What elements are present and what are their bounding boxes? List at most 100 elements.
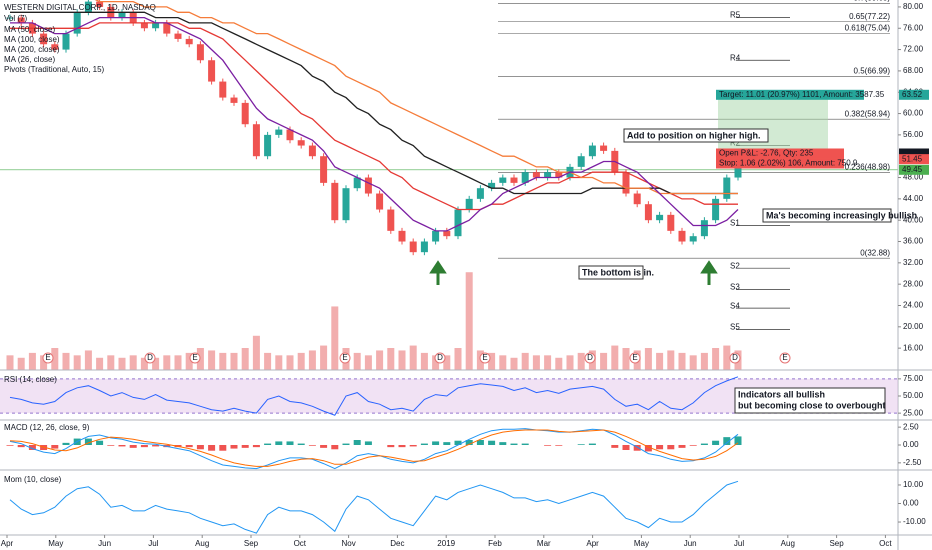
histogram-bar <box>118 445 126 447</box>
histogram-bar <box>443 442 451 445</box>
histogram-bar <box>252 445 260 448</box>
y-tick-label: 16.00 <box>903 343 924 352</box>
histogram-bar <box>308 445 316 446</box>
y-tick-label: 50.00 <box>903 391 924 400</box>
x-tick-label: Oct <box>879 539 892 548</box>
y-tick-label: 72.00 <box>903 45 924 54</box>
annotation-box <box>578 265 644 280</box>
volume-bar <box>62 352 70 370</box>
volume-bar <box>387 348 395 370</box>
volume-bar <box>241 348 249 370</box>
candle <box>476 188 484 199</box>
histogram-bar <box>17 445 25 448</box>
fib-label: 0.5(66.99) <box>854 66 891 75</box>
candle <box>152 22 160 29</box>
volume-bar <box>353 352 361 370</box>
y-tick-label: -2.50 <box>903 458 922 467</box>
volume-bar <box>308 350 316 370</box>
candle <box>443 230 451 237</box>
y-tick-label: 2.50 <box>903 422 919 431</box>
volume-bar <box>73 355 81 370</box>
candle <box>398 230 406 242</box>
histogram-bar <box>622 445 630 450</box>
chart-title: WESTERN DIGITAL CORP., 1D, NASDAQ <box>4 3 156 12</box>
candle <box>387 209 395 231</box>
event-marker <box>339 352 351 364</box>
annotation: Indicators all bullish <box>738 389 825 399</box>
volume-bar <box>129 355 137 370</box>
event-label: D <box>437 353 443 362</box>
volume-bar <box>432 355 440 370</box>
volume-bar <box>712 348 720 370</box>
legend-entry: Vol (7) <box>4 14 27 23</box>
volume-bar <box>264 352 272 370</box>
series-line <box>10 16 739 232</box>
series-line <box>94 0 738 195</box>
histogram-bar <box>712 440 720 445</box>
fib-label: 0.382(58.94) <box>845 109 891 118</box>
up-arrow <box>700 260 718 285</box>
candle <box>656 214 664 221</box>
histogram-bar <box>465 440 473 445</box>
volume-bar <box>700 352 708 370</box>
histogram-bar <box>387 445 395 448</box>
event-label: E <box>45 353 50 362</box>
y-tick-label: 0.00 <box>903 499 919 508</box>
price-marker <box>899 89 929 100</box>
histogram-bar <box>499 442 507 445</box>
y-tick-label: 24.00 <box>903 301 924 310</box>
event-label: D <box>147 353 153 362</box>
y-tick-label: 44.00 <box>903 194 924 203</box>
series-line <box>9 428 739 470</box>
volume-bar <box>219 352 227 370</box>
x-tick-label: Mar <box>537 539 551 548</box>
candle <box>84 1 92 13</box>
candle <box>488 182 496 189</box>
volume-bar <box>577 352 585 370</box>
volume-bar <box>320 345 328 370</box>
event-marker <box>479 352 491 364</box>
volume-bar <box>140 357 148 370</box>
event-label: E <box>192 353 197 362</box>
volume-bar <box>84 350 92 370</box>
up-arrow <box>429 260 447 285</box>
annotation-box <box>623 128 769 143</box>
histogram-bar <box>51 445 59 449</box>
pivot-label: S1 <box>730 219 740 228</box>
event-marker <box>144 352 156 364</box>
fib-label: 0.236(48.98) <box>845 162 891 171</box>
volume-bar <box>163 355 171 370</box>
candle <box>353 177 361 189</box>
histogram-bar <box>700 443 708 445</box>
candle <box>286 129 294 141</box>
histogram-bar <box>320 445 328 448</box>
annotation: Add to position on higher high. <box>627 130 760 140</box>
candle <box>297 140 305 146</box>
candle <box>320 156 328 183</box>
candle <box>678 230 686 242</box>
y-tick-label: -10.00 <box>903 517 926 526</box>
volume-bar <box>499 355 507 370</box>
candle <box>163 22 171 34</box>
candle <box>577 156 585 167</box>
candle <box>588 145 596 157</box>
price-marker-label: 49.45 <box>902 165 923 174</box>
event-marker <box>584 352 596 364</box>
candle <box>241 102 249 125</box>
histogram-bar <box>544 445 552 446</box>
candle <box>700 220 708 237</box>
x-tick-label: Jul <box>734 539 744 548</box>
volume-bar <box>555 357 563 370</box>
candle <box>734 161 742 178</box>
histogram-bar <box>230 445 238 449</box>
legend-entry: MA (100, close) <box>4 35 60 44</box>
volume-bar <box>600 352 608 370</box>
x-tick-label: Jul <box>148 539 158 548</box>
event-marker <box>189 352 201 364</box>
histogram-bar <box>196 445 204 450</box>
annotation: Ma's becoming increasingly bullish <box>766 210 917 220</box>
candle <box>331 182 339 221</box>
histogram-bar <box>62 442 70 445</box>
series-line <box>10 11 738 195</box>
volume-bar <box>723 345 731 370</box>
